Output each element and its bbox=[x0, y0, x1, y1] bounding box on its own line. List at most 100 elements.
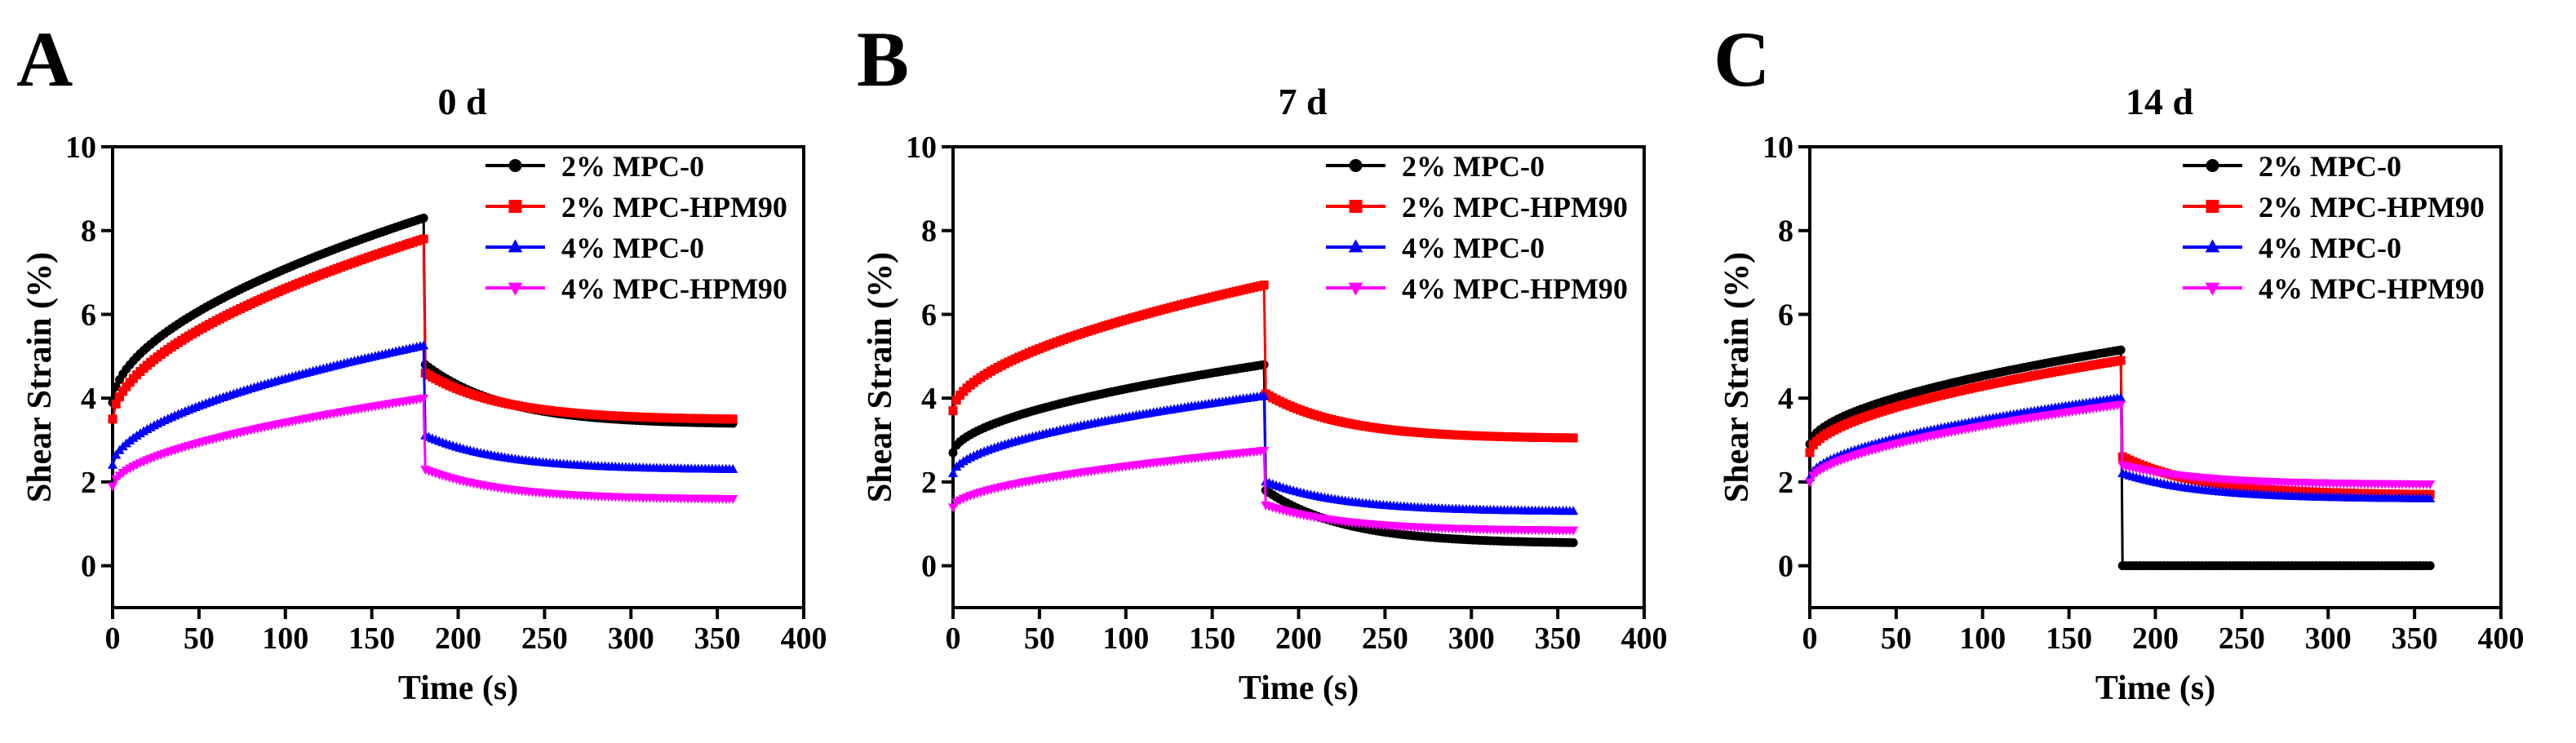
data-point bbox=[118, 387, 128, 396]
legend-marker bbox=[2206, 200, 2219, 213]
chart-title: 7 d bbox=[1278, 81, 1328, 122]
x-tick-label: 50 bbox=[1881, 621, 1912, 656]
y-axis-label: Shear Strain (%) bbox=[862, 252, 899, 502]
x-tick-label: 150 bbox=[348, 621, 395, 656]
x-tick-label: 100 bbox=[1102, 621, 1149, 656]
series-2pct-mpc-hpm90 bbox=[108, 234, 738, 424]
data-point bbox=[947, 468, 959, 478]
data-point bbox=[948, 448, 958, 458]
data-point bbox=[1259, 391, 1270, 400]
x-axis-label: Time (s) bbox=[398, 670, 518, 707]
y-tick-label: 0 bbox=[81, 550, 96, 584]
data-point bbox=[1259, 281, 1269, 290]
x-tick-label: 400 bbox=[781, 621, 827, 656]
series-2pct-mpc-hpm90 bbox=[948, 281, 1578, 443]
x-tick-label: 0 bbox=[1802, 621, 1818, 656]
x-tick-label: 350 bbox=[694, 621, 741, 656]
legend-marker bbox=[508, 239, 523, 253]
x-tick-label: 0 bbox=[105, 621, 121, 656]
x-tick-label: 200 bbox=[1275, 621, 1322, 656]
x-tick-label: 250 bbox=[521, 621, 568, 656]
data-point bbox=[1568, 526, 1579, 536]
x-tick-label: 150 bbox=[1189, 621, 1235, 656]
legend-label: 4% MPC-0 bbox=[561, 232, 704, 264]
chart-panel-a: A 0 d 0 50 100 150 200 250 300 350 400 0 2 4 6 8 10 Time … bbox=[16, 15, 827, 707]
x-axis-label: Time (s) bbox=[2095, 670, 2215, 707]
legend: 2% MPC-0 2% MPC-HPM90 4% MPC-0 4% MPC-HPM90 bbox=[485, 150, 787, 305]
legend-label: 4% MPC-0 bbox=[1402, 232, 1545, 264]
data-point bbox=[419, 340, 429, 350]
legend: 2% MPC-0 2% MPC-HPM90 4% MPC-0 4% MPC-HPM90 bbox=[1326, 150, 1628, 305]
y-tick-label: 4 bbox=[921, 382, 937, 416]
series-4pct-mpc-0 bbox=[107, 340, 738, 473]
data-point bbox=[1568, 537, 1578, 547]
series-2pct-mpc-hpm90 bbox=[1805, 356, 2435, 499]
series-4pct-mpc-hpm90 bbox=[947, 446, 1579, 536]
data-point bbox=[111, 449, 122, 459]
legend-label: 2% MPC-HPM90 bbox=[561, 191, 787, 223]
legend: 2% MPC-0 2% MPC-HPM90 4% MPC-0 4% MPC-HPM90 bbox=[2183, 150, 2485, 305]
data-point bbox=[2116, 356, 2126, 365]
data-point bbox=[111, 382, 121, 391]
panel-letter: A bbox=[16, 15, 73, 103]
y-tick-label: 10 bbox=[1762, 130, 1793, 165]
series-2pct-mpc-0 bbox=[948, 360, 1578, 547]
x-axis-label: Time (s) bbox=[1239, 670, 1359, 707]
panel-letter: B bbox=[857, 15, 909, 103]
data-point bbox=[2116, 400, 2126, 410]
data-point bbox=[2425, 480, 2436, 490]
x-tick-label: 250 bbox=[2219, 621, 2265, 656]
panel-letter: C bbox=[1714, 15, 1770, 103]
legend-marker bbox=[1348, 239, 1363, 253]
y-tick-label: 2 bbox=[81, 466, 96, 500]
y-tick-label: 6 bbox=[921, 298, 937, 332]
y-tick-label: 10 bbox=[906, 130, 937, 165]
x-tick-label: 350 bbox=[2392, 621, 2438, 656]
chart-panel-b: B 7 d 0 50 100 150 200 250 300 350 400 0 2 4 6 8 10 Time … bbox=[857, 15, 1668, 707]
series-4pct-mpc-hpm90 bbox=[1804, 400, 2436, 490]
data-point bbox=[419, 394, 429, 404]
y-axis-label: Shear Strain (%) bbox=[21, 252, 59, 502]
legend-label: 2% MPC-0 bbox=[1402, 150, 1545, 183]
x-tick-label: 350 bbox=[1535, 621, 1581, 656]
y-tick-label: 10 bbox=[65, 130, 96, 165]
data-point bbox=[107, 459, 118, 469]
legend-marker bbox=[1349, 159, 1363, 172]
data-point bbox=[728, 463, 738, 473]
x-tick-label: 200 bbox=[435, 621, 481, 656]
data-point bbox=[2425, 561, 2435, 571]
y-tick-label: 0 bbox=[1778, 550, 1793, 584]
y-tick-label: 8 bbox=[1778, 214, 1793, 249]
y-tick-label: 2 bbox=[1778, 466, 1793, 500]
legend-label: 4% MPC-0 bbox=[2259, 232, 2401, 264]
y-tick-label: 0 bbox=[921, 550, 937, 584]
legend-label: 2% MPC-0 bbox=[2259, 150, 2401, 183]
data-point bbox=[948, 406, 958, 416]
x-tick-label: 400 bbox=[1621, 621, 1668, 656]
x-tick-label: 50 bbox=[184, 621, 215, 656]
y-tick-label: 2 bbox=[921, 466, 937, 500]
data-point bbox=[107, 482, 118, 492]
legend-label: 2% MPC-HPM90 bbox=[1402, 191, 1628, 223]
data-point bbox=[2425, 493, 2436, 502]
y-tick-label: 6 bbox=[81, 298, 96, 332]
y-tick-label: 8 bbox=[921, 214, 937, 249]
data-point bbox=[728, 495, 738, 505]
x-tick-label: 400 bbox=[2478, 621, 2525, 656]
data-point bbox=[419, 213, 428, 223]
data-point bbox=[1568, 433, 1578, 443]
legend-marker bbox=[2206, 159, 2219, 172]
legend-marker bbox=[2205, 282, 2220, 296]
x-tick-label: 300 bbox=[2305, 621, 2352, 656]
chart-title: 0 d bbox=[437, 81, 487, 122]
legend-label: 4% MPC-HPM90 bbox=[561, 272, 787, 305]
chart-panel-c: C 14 d 0 50 100 150 200 250 300 350 400 0 2 4 6 8 10 Time… bbox=[1714, 15, 2525, 707]
legend-marker bbox=[2205, 239, 2220, 253]
legend-marker bbox=[1348, 282, 1363, 296]
data-point bbox=[1259, 446, 1270, 456]
data-point bbox=[2116, 392, 2126, 402]
y-axis-label: Shear Strain (%) bbox=[1718, 252, 1756, 502]
data-point bbox=[114, 392, 124, 402]
y-tick-label: 6 bbox=[1778, 298, 1793, 332]
data-point bbox=[2116, 345, 2126, 355]
